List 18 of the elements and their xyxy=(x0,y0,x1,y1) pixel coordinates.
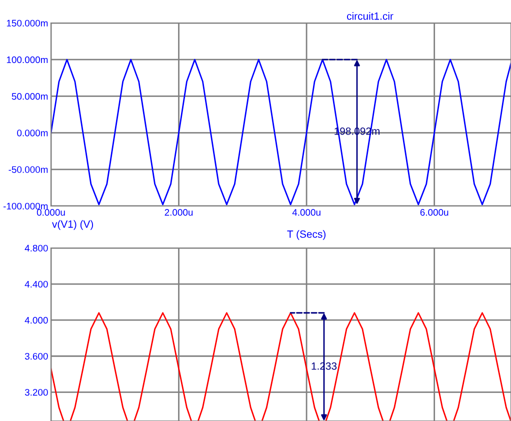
chart-title: circuit1.cir xyxy=(347,12,394,20)
y-tick-label: -50.000m xyxy=(8,166,48,173)
y-tick-label: 50.000m xyxy=(12,93,48,100)
y-tick-label: 150.000m xyxy=(6,20,48,27)
y-tick-label: 0.000m xyxy=(17,130,48,136)
x-tick-label: 4.000u xyxy=(292,209,320,216)
y-tick-label: 3.600 xyxy=(24,352,48,360)
x-axis-title: T (Secs) xyxy=(287,230,326,240)
y-tick-label: 4.400 xyxy=(24,280,48,288)
y-tick-label: 4.800 xyxy=(24,244,48,252)
x-tick-label: 2.000u xyxy=(164,209,193,216)
y-tick-label: 100.000m xyxy=(6,56,48,64)
series-label: v(V1) (V) xyxy=(52,220,94,230)
y-tick-label: 3.200 xyxy=(24,388,48,396)
y-tick-label: -100.000m xyxy=(3,202,48,210)
x-tick-label: 6.000u xyxy=(420,209,448,216)
y-tick-label: 4.000 xyxy=(24,316,48,324)
x-tick-label: 0.000u xyxy=(36,209,65,216)
